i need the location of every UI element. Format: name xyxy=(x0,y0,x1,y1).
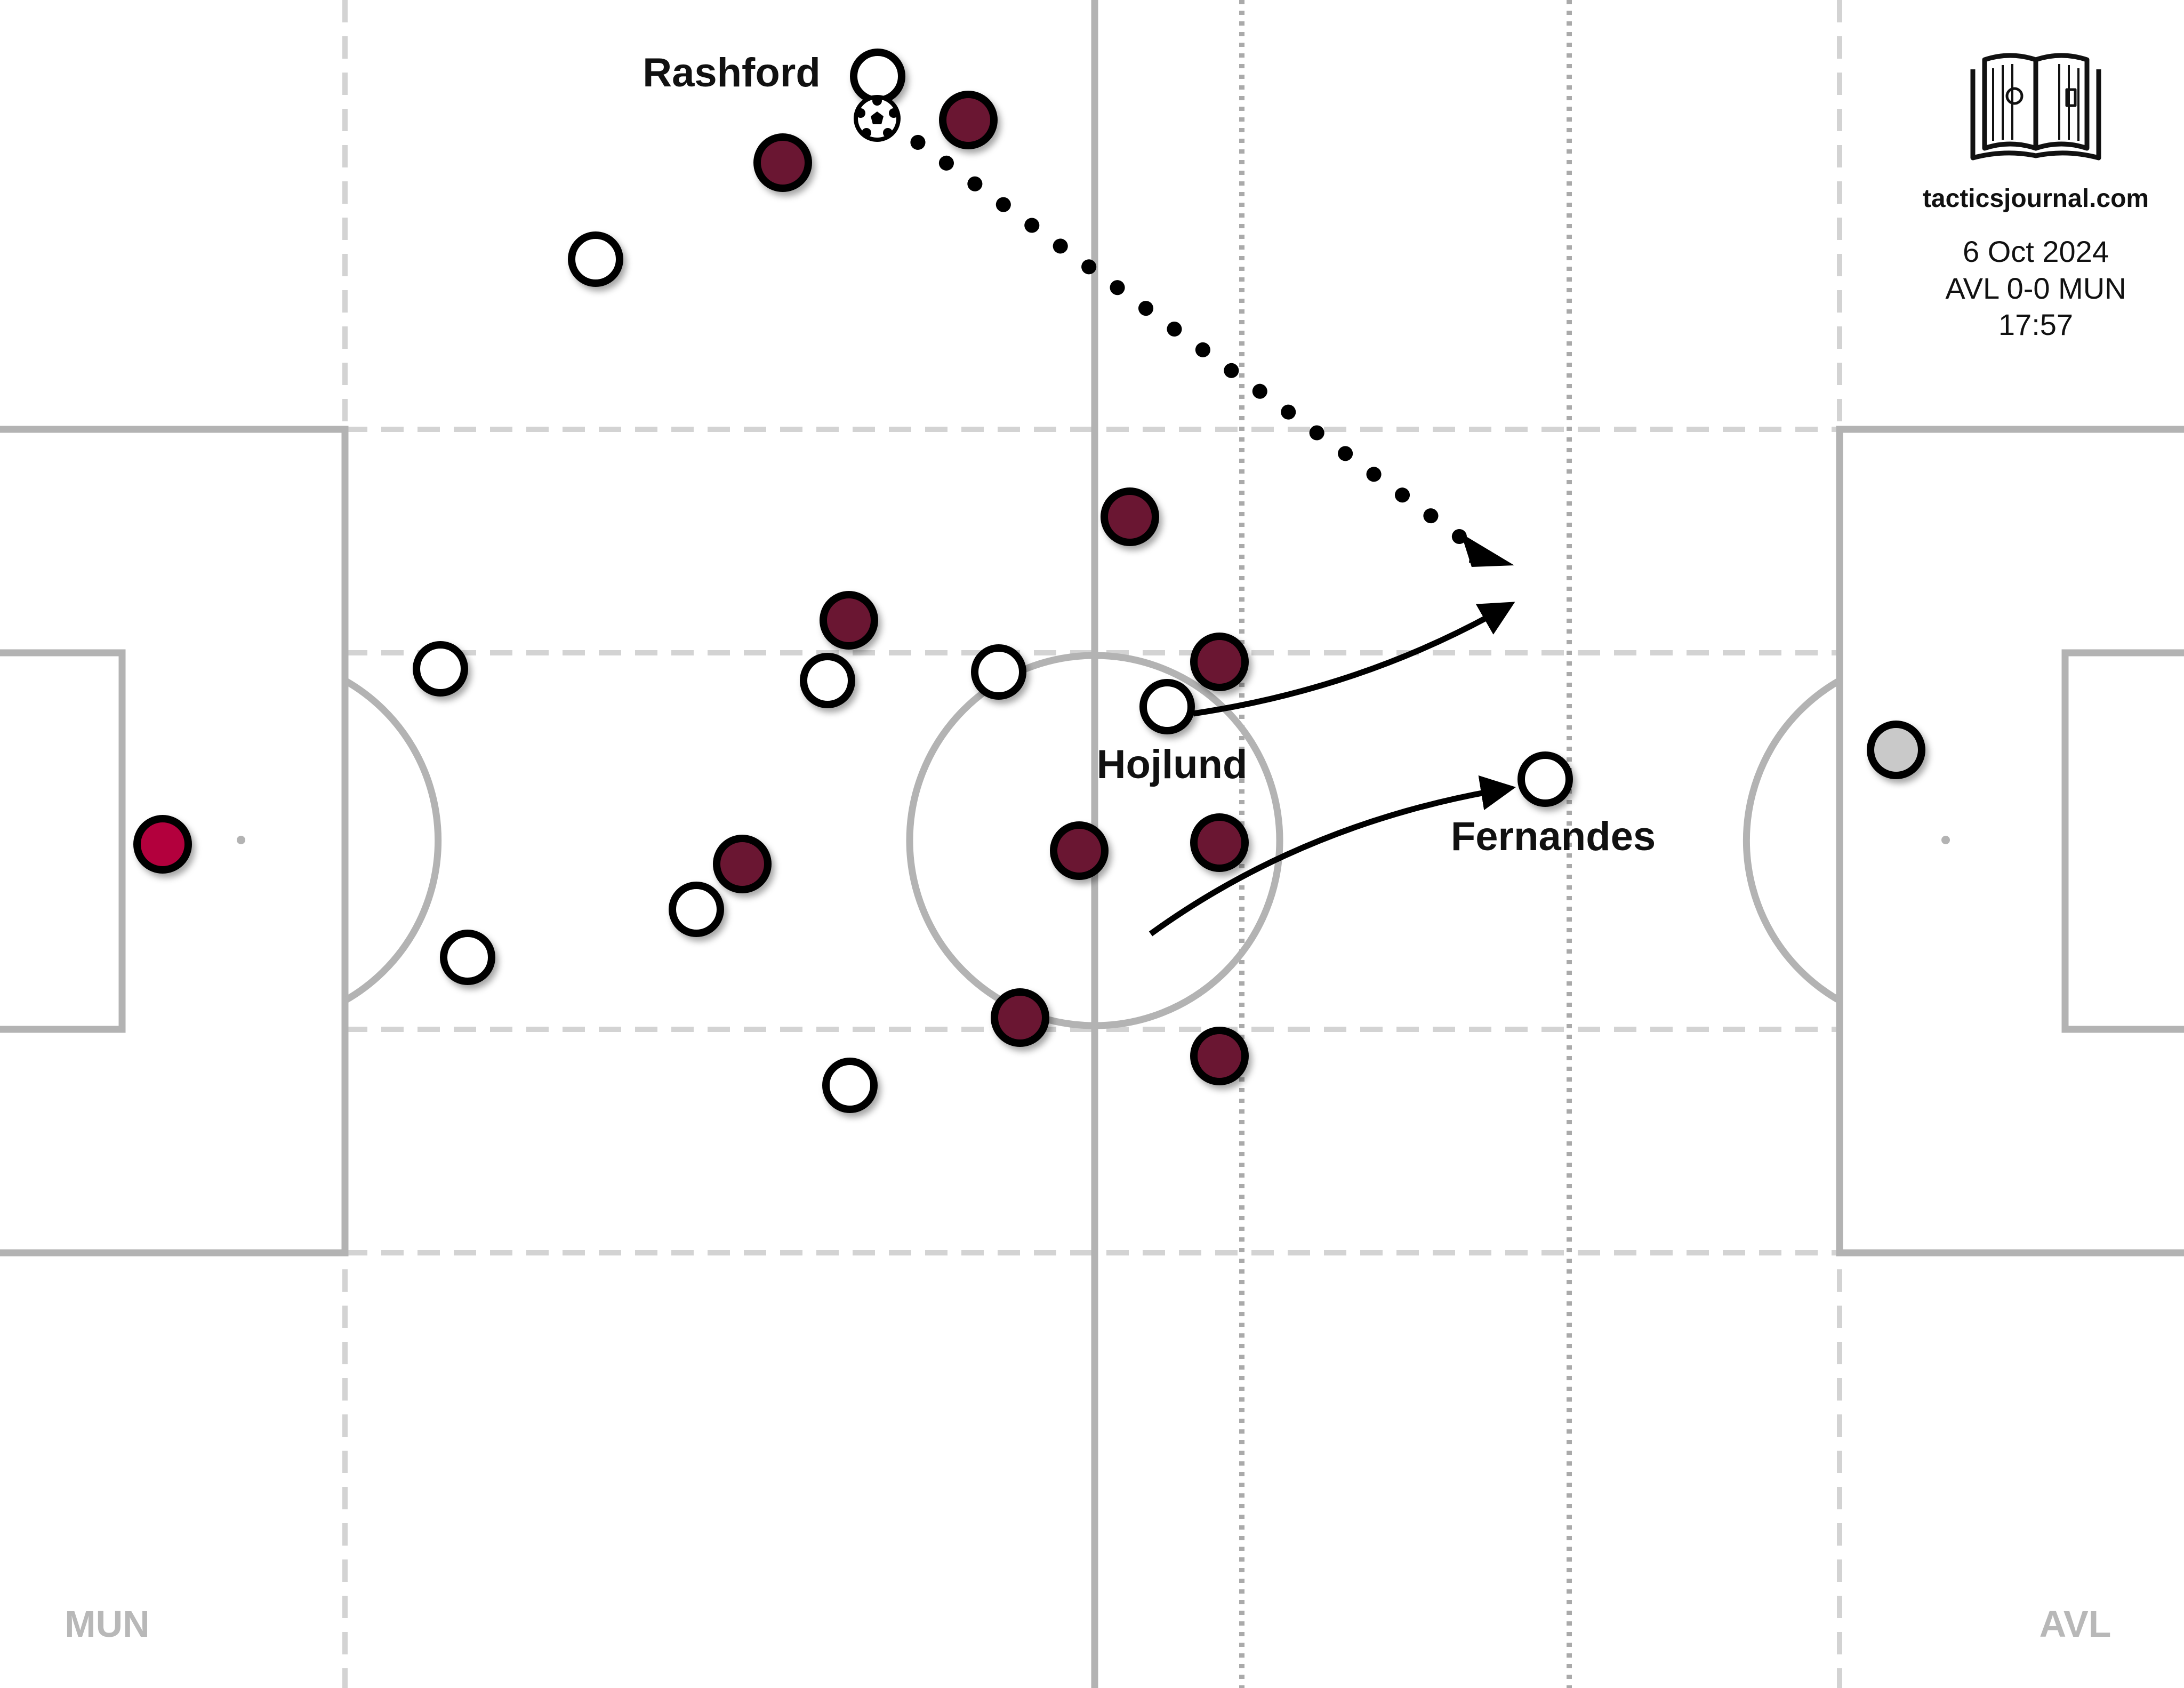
opponent-player xyxy=(991,988,1049,1047)
label-rashford: Rashford xyxy=(643,50,821,95)
hojlund-run-arrow xyxy=(1193,602,1515,717)
left-penalty-spot xyxy=(237,836,245,844)
team-player xyxy=(568,231,623,287)
left-penalty-area xyxy=(0,426,349,1257)
right-six-yard-box xyxy=(2061,649,2184,1033)
player-fernandes xyxy=(1517,751,1573,807)
player-hojlund xyxy=(1139,679,1195,734)
right-goalkeeper xyxy=(1867,721,1925,779)
book-logo-icon xyxy=(1970,53,2101,161)
left-goalkeeper xyxy=(133,815,192,874)
right-penalty-area xyxy=(1836,426,2184,1257)
label-hojlund: Hojlund xyxy=(1097,742,1248,787)
pass-arrow-head xyxy=(1461,533,1514,567)
team-label-left: MUN xyxy=(65,1603,149,1645)
match-score: AVL 0-0 MUN xyxy=(1945,271,2126,305)
opponent-player xyxy=(1050,821,1109,880)
team-player xyxy=(822,1058,878,1113)
centre-circle xyxy=(906,652,1283,1029)
site-name: tacticsjournal.com xyxy=(1923,185,2149,213)
opponent-player xyxy=(939,91,998,149)
match-time: 17:57 xyxy=(1998,308,2073,341)
team-players xyxy=(413,49,1573,1113)
player-rashford xyxy=(850,49,905,104)
fernandes-run-arrow xyxy=(1149,775,1516,937)
team-player xyxy=(413,641,468,697)
opponent-player xyxy=(753,133,812,192)
team-player xyxy=(440,930,495,985)
opponent-player xyxy=(1190,813,1249,872)
match-date: 6 Oct 2024 xyxy=(1963,235,2109,268)
opponent-player xyxy=(1190,633,1249,691)
opponent-player xyxy=(1190,1027,1249,1085)
right-penalty-spot xyxy=(1941,836,1950,844)
opponent-player xyxy=(713,835,772,893)
team-player xyxy=(971,644,1026,700)
team-player xyxy=(669,882,724,937)
left-penalty-arc xyxy=(343,677,442,1004)
ball-icon xyxy=(854,95,901,142)
right-penalty-arc xyxy=(1743,677,1842,1004)
team-label-right: AVL xyxy=(2040,1603,2111,1645)
left-six-yard-box xyxy=(0,649,126,1033)
pass-arrow-dotted xyxy=(882,114,1475,550)
opponent-player xyxy=(1101,487,1159,546)
opponent-players xyxy=(713,91,1249,1085)
label-fernandes: Fernandes xyxy=(1451,814,1656,859)
movement-arrows xyxy=(882,114,1516,937)
team-player xyxy=(800,653,855,708)
opponent-player xyxy=(820,591,878,650)
